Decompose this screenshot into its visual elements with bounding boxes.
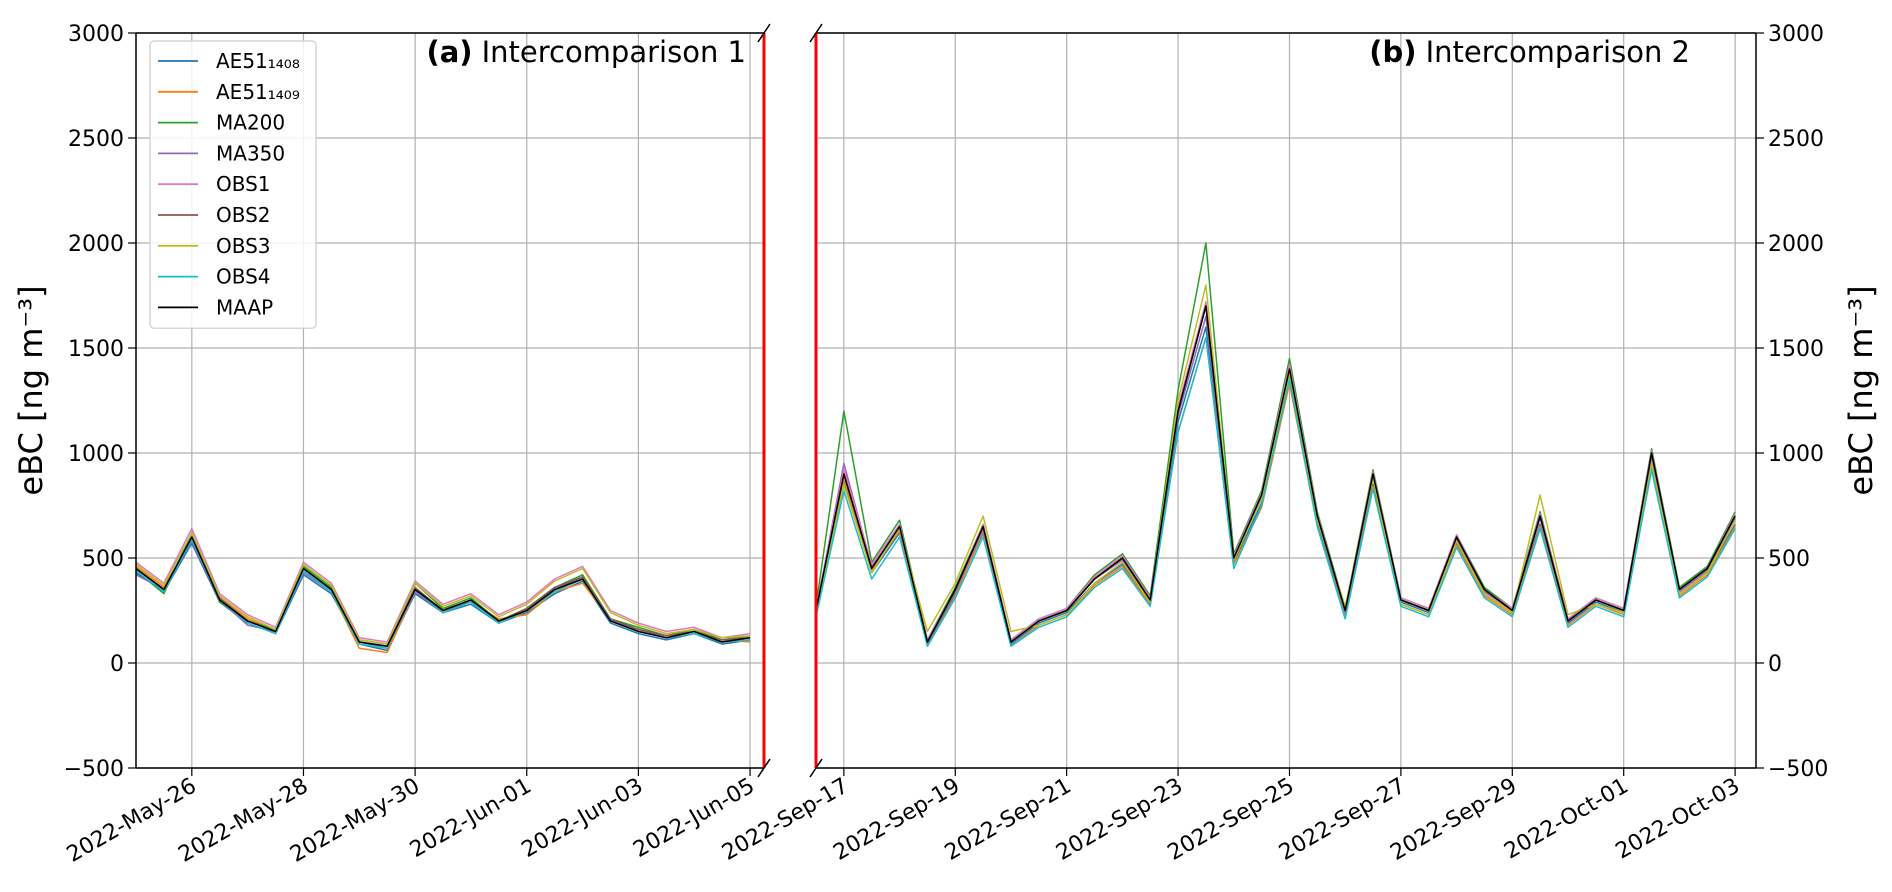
y-tick-label: 0 [110,652,124,677]
series-line [136,536,751,647]
break-mark [757,23,771,43]
y-tick-label: −500 [1768,757,1828,782]
break-mark [809,23,823,43]
panel-label: (a) [426,35,472,69]
y-tick-label: 500 [1768,547,1810,572]
y-tick-label: 1000 [1768,442,1824,467]
series-line [816,284,1736,633]
y-tick-label: 1500 [1768,337,1824,362]
legend-label: OBS3 [216,234,271,258]
y-axis-label: eBC [ng m⁻³] [12,285,50,495]
panel-title: Intercomparison 2 [1426,35,1690,69]
series-group [816,242,1736,647]
break-mark [809,758,823,778]
y-tick-label: 2500 [68,127,124,152]
break-mark [757,758,771,778]
y-tick-label: −500 [64,757,124,782]
legend-label: OBS1 [216,172,271,196]
y-tick-label: 1500 [68,337,124,362]
y-tick-label: 2000 [1768,232,1824,257]
legend-label: MAAP [216,295,273,319]
legend-label: MA350 [216,141,285,165]
series-line [136,527,751,643]
panel-title: Intercomparison 1 [482,35,746,69]
y-tick-label: 2500 [1768,127,1824,152]
series-group [136,527,751,654]
y-tick-label: 2000 [68,232,124,257]
legend-frame [149,40,317,329]
legend-label: AE51₁₄₀₉ [216,80,300,104]
break-marks [757,23,823,778]
series-line [816,305,1736,643]
series-line [816,336,1736,647]
legend-label: MA200 [216,111,285,135]
y-tick-label: 500 [82,547,124,572]
series-line [136,532,751,645]
legend: AE51₁₄₀₈ AE51₁₄₀₉ MA200 MA350 OBS1 OBS2 OBS3 OB… [149,40,317,329]
legend-label: AE51₁₄₀₈ [216,49,300,73]
legend-label: OBS4 [216,265,271,289]
y-tick-label: 1000 [68,442,124,467]
y-tick-label: 3000 [68,22,124,47]
y-axis-label: eBC [ng m⁻³] [1842,285,1880,495]
y-tick-label: 0 [1768,652,1782,677]
panel-label: (b) [1369,35,1416,69]
y-tick-label: 3000 [1768,22,1824,47]
legend-label: OBS2 [216,203,271,227]
